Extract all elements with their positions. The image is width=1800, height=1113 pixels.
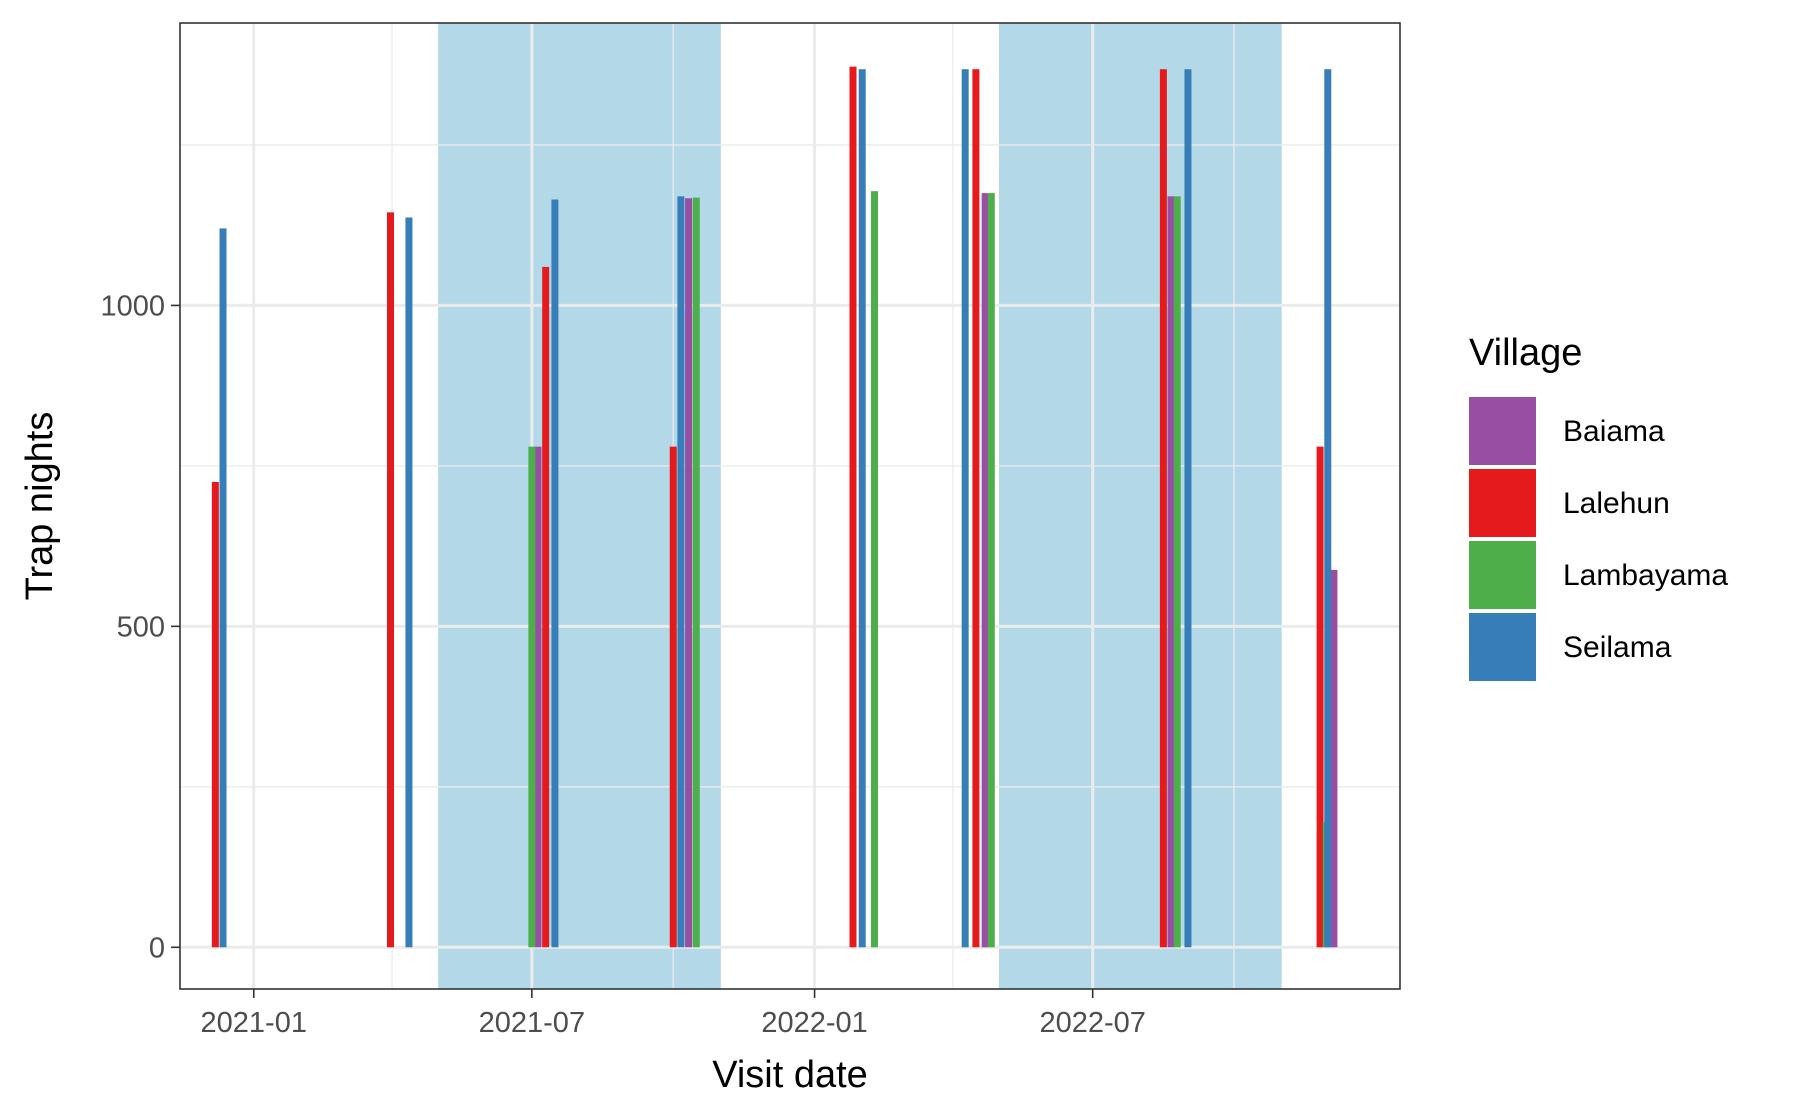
bar-lambayama	[871, 191, 879, 948]
legend-label-lambayama: Lambayama	[1563, 559, 1728, 592]
bar-lalehun	[387, 212, 395, 948]
legend-label-seilama: Seilama	[1563, 631, 1672, 664]
panel-border	[179, 22, 1401, 990]
legend-items: Baiama Lalehun Lambayama Seilama	[1469, 397, 1728, 681]
bar-baiama	[981, 193, 989, 948]
grid-lines	[180, 23, 1400, 989]
plot-panel	[179, 22, 1401, 990]
bar-seilama	[405, 217, 413, 948]
bar-lalehun	[542, 266, 550, 948]
bar-seilama	[1184, 69, 1192, 948]
bar-seilama	[677, 196, 685, 948]
axes: 0 500 1000 2021-01 2021-07 2022-01 2022-07	[100, 290, 1145, 1039]
bar-lambayama	[987, 193, 995, 948]
bar-lalehun	[669, 446, 677, 948]
bar-seilama	[551, 199, 559, 948]
legend-label-lalehun: Lalehun	[1563, 487, 1670, 520]
y-axis-title: Trap nights	[19, 412, 61, 601]
legend-key-seilama	[1469, 613, 1536, 681]
shaded-period-2	[998, 23, 1282, 989]
legend-key-lalehun	[1469, 469, 1536, 537]
bar-baiama	[1167, 196, 1175, 948]
bar-seilama	[1324, 69, 1332, 948]
legend: Village Baiama Lalehun Lambayama Seilama	[1469, 332, 1728, 681]
bar-lambayama	[692, 197, 700, 948]
bar-lalehun	[849, 66, 857, 948]
bar-seilama	[961, 69, 969, 948]
legend-title: Village	[1469, 332, 1582, 374]
x-tick-label: 2021-07	[479, 1007, 585, 1039]
y-tick-label: 500	[117, 611, 165, 643]
bar-lambayama	[1173, 196, 1181, 948]
bar-baiama	[685, 198, 693, 948]
x-tick-label: 2021-01	[201, 1007, 307, 1039]
bar-seilama	[219, 228, 227, 948]
legend-key-lambayama	[1469, 541, 1536, 609]
legend-key-baiama	[1469, 397, 1536, 465]
x-tick-label: 2022-01	[761, 1007, 867, 1039]
bars	[211, 66, 1338, 948]
bar-lalehun	[972, 69, 980, 948]
bar-baiama	[534, 446, 542, 948]
bar-lalehun	[211, 481, 219, 948]
bar-baiama	[1330, 569, 1338, 948]
y-tick-label: 0	[149, 932, 165, 964]
bar-seilama	[858, 69, 866, 948]
legend-label-baiama: Baiama	[1563, 415, 1665, 448]
y-tick-label: 1000	[100, 290, 165, 322]
x-axis-title: Visit date	[712, 1054, 868, 1096]
bar-lalehun	[1159, 69, 1167, 948]
bar-lambayama	[528, 446, 536, 948]
x-tick-label: 2022-07	[1039, 1007, 1145, 1039]
bar-lalehun	[1316, 446, 1324, 948]
